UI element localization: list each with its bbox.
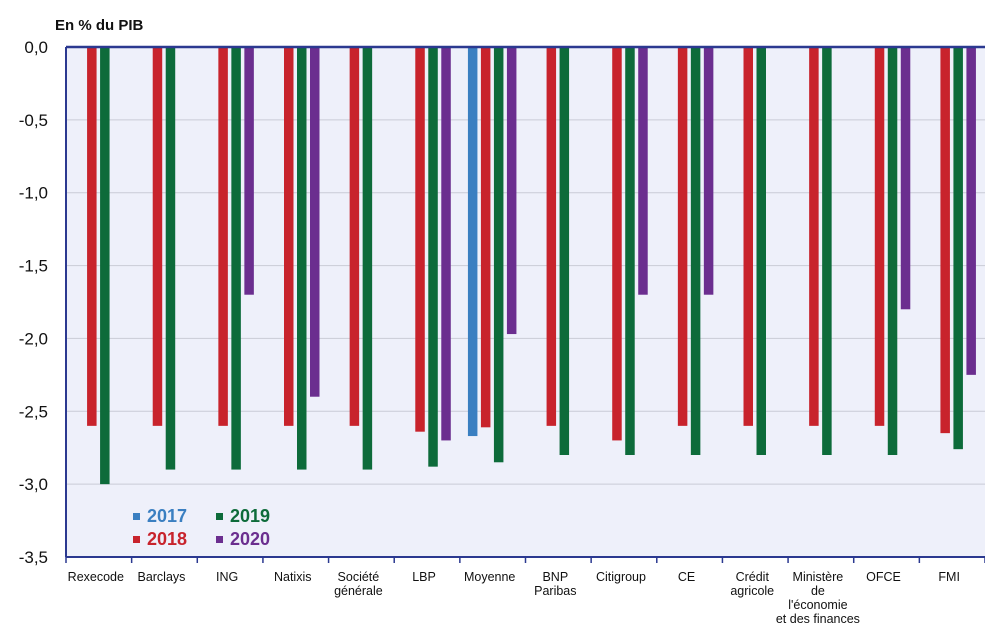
plot-area [66,47,985,557]
legend-label-2018: 2018 [147,529,187,549]
category-label: CE [678,570,695,584]
legend-label-2020: 2020 [230,529,270,549]
bar-2020 [966,47,976,375]
legend-swatch-2019 [216,513,223,520]
legend-label-2019: 2019 [230,506,270,526]
bars [87,47,976,485]
bar-2019 [822,47,832,455]
legend-swatch-2018 [133,536,140,543]
category-label: Citigroup [596,570,646,584]
bar-2018 [218,47,228,426]
y-axis-label: En % du PIB [55,17,144,34]
bar-2018 [809,47,819,426]
bar-2019 [953,47,963,450]
bar-2018 [743,47,753,426]
category-label: FMI [938,570,960,584]
y-tick-label: -1,5 [19,257,48,276]
legend: 2017 2019 2018 2020 [133,506,270,549]
bar-2019 [690,47,701,455]
bar-2018 [152,47,163,426]
bar-2018 [480,47,491,428]
bar-2018 [87,47,97,426]
bar-2018 [546,47,557,426]
bar-2018 [415,47,425,432]
bar-2020 [441,47,451,441]
bar-2019 [559,47,570,455]
y-tick-label: 0,0 [24,38,48,57]
legend-label-2017: 2017 [147,506,187,526]
category-label: Moyenne [464,570,515,584]
y-tick-labels: 0,0 -0,5 -1,0 -1,5 -2,0 -2,5 -3,0 -3,5 [19,38,48,567]
category-label: Ministère de l'économie et des finances [776,570,860,624]
y-tick-label: -0,5 [19,111,48,130]
category-label: Natixis [274,570,312,584]
bar-2017 [467,47,478,437]
category-label: LBP [412,570,436,584]
bar-2019 [493,47,504,463]
category-label: BNP Paribas [534,570,576,598]
category-labels: Rexecode Barclays ING Natixis Société général… [68,570,960,624]
y-tick-label: -2,5 [19,402,48,421]
bar-2018 [940,47,950,434]
bar-2018 [612,47,622,441]
bar-2020 [638,47,648,295]
bar-2018 [874,47,885,426]
bar-2019 [625,47,635,455]
category-label: OFCE [866,570,901,584]
bar-2020 [900,47,911,310]
category-label: Rexecode [68,570,124,584]
y-tick-label: -3,5 [19,548,48,567]
bar-2020 [703,47,714,295]
bar-2019 [887,47,898,455]
legend-swatch-2020 [216,536,223,543]
bar-2018 [677,47,688,426]
bar-2020 [506,47,517,335]
y-tick-label: -3,0 [19,475,48,494]
category-label: ING [216,570,238,584]
category-label: Crédit agricole [730,570,774,598]
bar-2018 [349,47,360,426]
bar-2018 [284,47,294,426]
legend-swatch-2017 [133,513,140,520]
bar-2019 [231,47,241,470]
y-tick-label: -1,0 [19,184,48,203]
bar-2019 [165,47,176,470]
bar-2020 [244,47,254,295]
y-tick-label: -2,0 [19,329,48,348]
bar-2019 [428,47,438,467]
axes [65,45,985,563]
bar-2019 [100,47,110,485]
bar-2019 [297,47,307,470]
bar-2019 [362,47,373,470]
bar-2020 [310,47,320,397]
category-label: Société générale [334,570,383,598]
category-label: Barclays [137,570,185,584]
bar-2019 [756,47,766,455]
